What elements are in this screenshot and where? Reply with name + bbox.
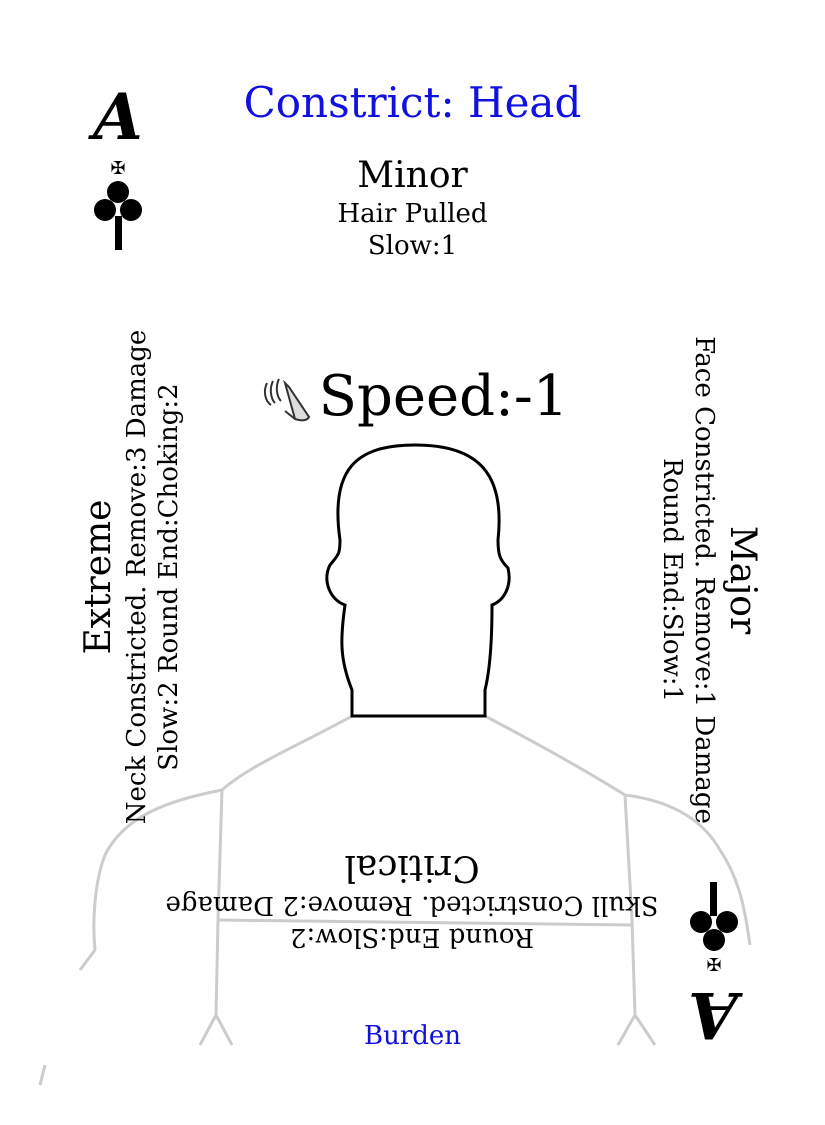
severity-minor: Minor Hair Pulled Slow:1 [0,154,825,262]
club-icon: ✠ [94,160,142,250]
head-outline [325,443,511,718]
svg-text:✠: ✠ [706,953,721,972]
severity-line: Round End:Slow:2 [289,922,535,952]
card-title: Constrict: Head [243,78,582,127]
stat-label: Speed:-1 [318,364,569,429]
winged-shoe-icon [263,378,310,421]
severity-line: Face Constricted. Remove:1 Damage [689,336,719,824]
severity-line: Slow:2 Round End:Choking:2 [154,383,184,771]
severity-line: Slow:1 [367,231,458,261]
severity-major: Major Face Constricted. Remove:1 Damage … [624,320,764,840]
card-footer: Burden [363,1021,462,1051]
stat-speed: Speed:-1 [0,362,825,432]
club-icon: ✠ [690,882,738,972]
severity-line: Round End:Slow:1 [657,457,687,703]
severity-title: Extreme [78,499,119,655]
rank-top-left: A [93,80,143,155]
severity-title: Critical [344,847,480,888]
severity-title: Minor [357,155,468,196]
severity-line: Hair Pulled [337,199,488,229]
severity-extreme: Extreme Neck Constricted. Remove:3 Damag… [77,317,217,837]
severity-critical: Round End:Slow:2 Skull Constricted. Remo… [92,845,732,953]
severity-line: Skull Constricted. Remove:2 Damage [165,890,659,920]
severity-line: Neck Constricted. Remove:3 Damage [122,329,152,825]
svg-text:✠: ✠ [110,160,125,179]
severity-title: Major [722,525,763,635]
